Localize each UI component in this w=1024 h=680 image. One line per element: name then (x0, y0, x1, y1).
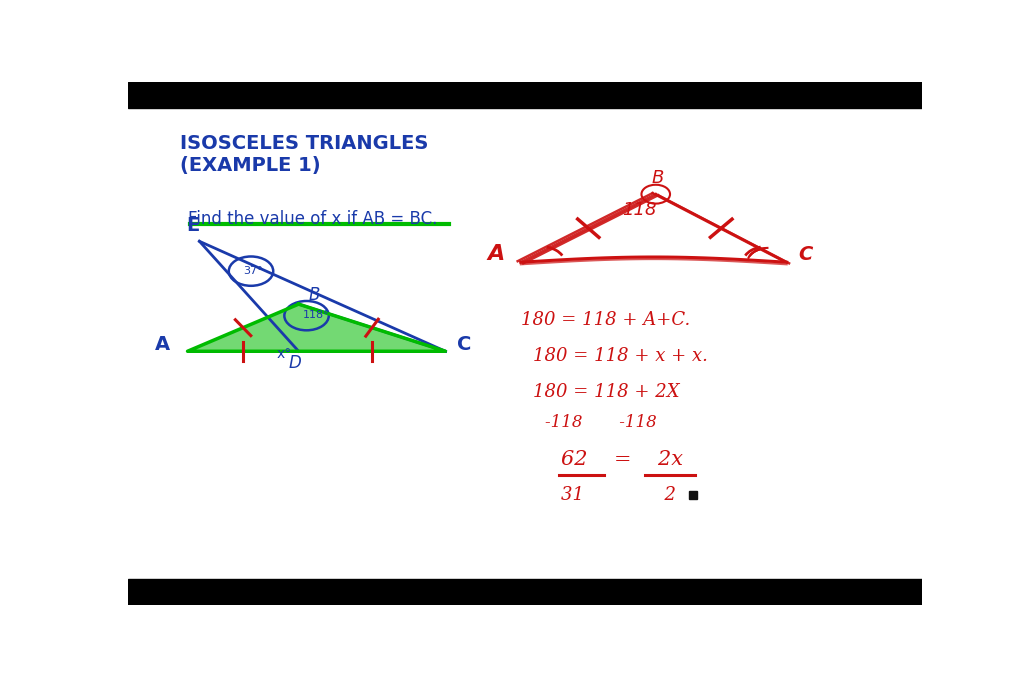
Text: -118       -118: -118 -118 (545, 415, 656, 432)
Text: 180 = 118 + A+C.: 180 = 118 + A+C. (521, 311, 690, 329)
Text: ISOSCELES TRIANGLES
(EXAMPLE 1): ISOSCELES TRIANGLES (EXAMPLE 1) (179, 134, 428, 175)
Text: B: B (308, 286, 319, 304)
Text: 180 = 118 + 2X: 180 = 118 + 2X (532, 383, 679, 401)
Bar (128, 579, 922, 605)
Text: 62    =    2x: 62 = 2x (560, 450, 683, 469)
Polygon shape (187, 304, 445, 352)
Text: 118: 118 (623, 201, 657, 219)
Text: D: D (289, 354, 301, 372)
Text: B: B (652, 169, 665, 186)
Text: C: C (799, 245, 813, 264)
Text: C: C (458, 335, 472, 354)
Text: E: E (186, 216, 200, 235)
Text: 118°: 118° (303, 309, 330, 320)
Text: A: A (487, 243, 505, 264)
Bar (128, 82, 922, 107)
Text: Find the value of x if AB = BC.: Find the value of x if AB = BC. (187, 210, 437, 228)
Text: 37°: 37° (243, 266, 262, 276)
Text: A: A (155, 335, 170, 354)
Text: x°: x° (276, 347, 292, 360)
Text: 180 = 118 + x + x.: 180 = 118 + x + x. (532, 347, 708, 365)
Text: 31              2: 31 2 (560, 486, 676, 505)
